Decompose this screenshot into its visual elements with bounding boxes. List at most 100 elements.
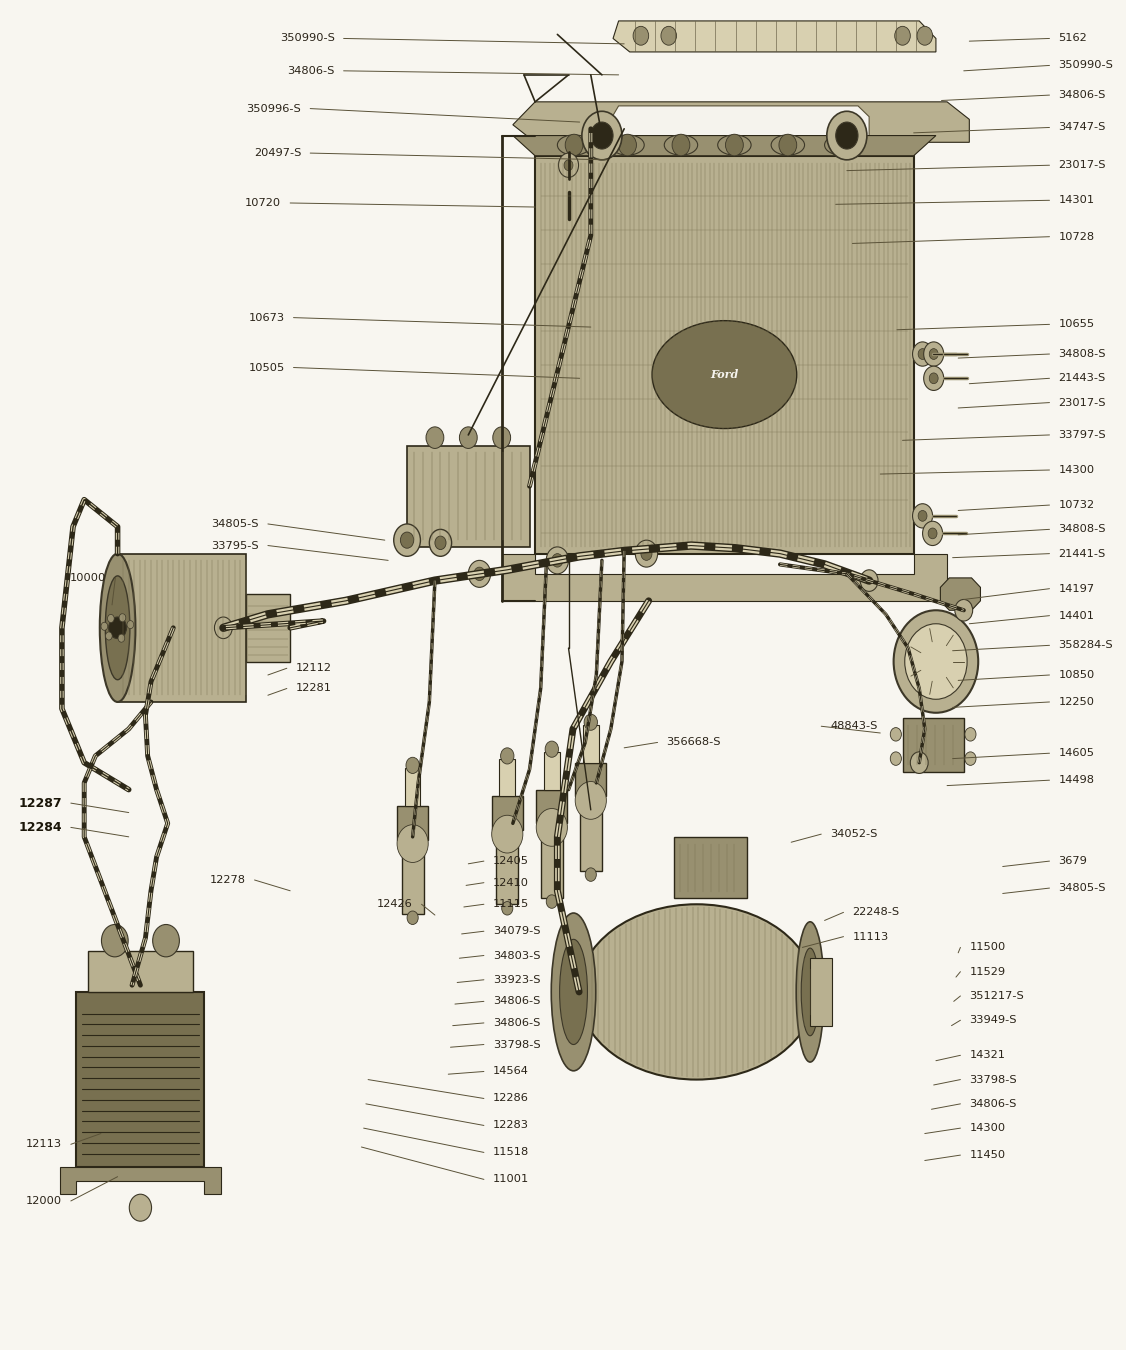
Text: 34806-S: 34806-S (493, 1018, 540, 1027)
Circle shape (923, 366, 944, 390)
Circle shape (557, 151, 580, 178)
Circle shape (106, 632, 113, 640)
Circle shape (918, 348, 927, 359)
Circle shape (835, 122, 858, 148)
Circle shape (459, 427, 477, 448)
Text: 34808-S: 34808-S (1058, 524, 1106, 535)
Text: 350990-S: 350990-S (1058, 61, 1114, 70)
Text: 10655: 10655 (1058, 320, 1094, 329)
Bar (397, 806, 428, 840)
Circle shape (426, 427, 444, 448)
Circle shape (501, 748, 513, 764)
Polygon shape (940, 578, 981, 610)
Text: 33923-S: 33923-S (493, 975, 540, 984)
Bar (903, 718, 964, 772)
Text: 14498: 14498 (1058, 775, 1094, 786)
Circle shape (118, 634, 125, 643)
Circle shape (468, 560, 491, 587)
Text: 14197: 14197 (1058, 583, 1094, 594)
Polygon shape (502, 554, 947, 601)
Bar (544, 752, 560, 790)
Circle shape (546, 547, 569, 574)
Circle shape (779, 134, 797, 155)
Bar (77, 992, 205, 1168)
Circle shape (891, 728, 902, 741)
Circle shape (127, 621, 134, 629)
Text: Ford: Ford (711, 369, 739, 381)
Circle shape (435, 536, 446, 549)
Text: 33795-S: 33795-S (212, 540, 259, 551)
Polygon shape (512, 101, 969, 142)
Polygon shape (60, 1168, 221, 1195)
Text: 10673: 10673 (249, 313, 285, 323)
Bar (117, 554, 245, 702)
Circle shape (905, 624, 967, 699)
Text: 12112: 12112 (296, 663, 332, 674)
Ellipse shape (100, 554, 135, 702)
Circle shape (492, 815, 522, 853)
Ellipse shape (552, 913, 596, 1071)
Text: 33797-S: 33797-S (1058, 429, 1106, 440)
Text: 351217-S: 351217-S (969, 991, 1024, 1000)
Circle shape (661, 26, 677, 45)
Circle shape (591, 122, 613, 148)
Bar (500, 759, 515, 796)
Circle shape (923, 342, 944, 366)
Text: 12000: 12000 (26, 1196, 62, 1206)
Text: 48843-S: 48843-S (830, 721, 877, 732)
Text: 12113: 12113 (26, 1139, 62, 1149)
Bar (580, 783, 602, 871)
Bar (583, 725, 599, 763)
Circle shape (929, 348, 938, 359)
Text: 23017-S: 23017-S (1058, 161, 1106, 170)
Ellipse shape (796, 922, 824, 1062)
Polygon shape (613, 20, 936, 51)
Text: 20497-S: 20497-S (254, 148, 302, 158)
Text: 5162: 5162 (1058, 34, 1087, 43)
Circle shape (545, 741, 558, 757)
Circle shape (965, 752, 976, 765)
Circle shape (826, 111, 867, 159)
Circle shape (502, 902, 512, 915)
Text: 21443-S: 21443-S (1058, 374, 1106, 383)
Circle shape (552, 554, 563, 567)
Text: 12250: 12250 (1058, 697, 1094, 707)
Text: 11115: 11115 (493, 899, 529, 910)
Text: 12405: 12405 (493, 856, 529, 867)
Text: 34803-S: 34803-S (493, 950, 540, 960)
Text: 10732: 10732 (1058, 500, 1094, 510)
Ellipse shape (717, 135, 751, 155)
Text: 34747-S: 34747-S (1058, 123, 1106, 132)
Circle shape (558, 153, 579, 177)
Text: 34806-S: 34806-S (1058, 90, 1106, 100)
Circle shape (563, 158, 574, 171)
Text: 12287: 12287 (18, 796, 62, 810)
Text: 14301: 14301 (1058, 196, 1094, 205)
Ellipse shape (557, 135, 591, 155)
Circle shape (635, 540, 658, 567)
Text: 34052-S: 34052-S (830, 829, 877, 840)
Circle shape (408, 911, 418, 925)
Text: 350996-S: 350996-S (247, 104, 302, 113)
Circle shape (406, 757, 419, 774)
Text: 22248-S: 22248-S (852, 907, 900, 918)
Ellipse shape (652, 321, 797, 428)
Circle shape (101, 622, 108, 630)
Circle shape (564, 159, 573, 170)
Ellipse shape (802, 948, 819, 1035)
Circle shape (565, 134, 583, 155)
Bar (536, 790, 568, 824)
Circle shape (633, 26, 649, 45)
Circle shape (955, 599, 973, 621)
Bar (245, 594, 291, 662)
Bar (405, 768, 420, 806)
Bar (535, 155, 913, 554)
Text: 3679: 3679 (1058, 856, 1088, 867)
Circle shape (912, 504, 932, 528)
Ellipse shape (664, 135, 698, 155)
Text: 12281: 12281 (296, 683, 332, 694)
Text: 358284-S: 358284-S (1058, 640, 1112, 651)
Polygon shape (608, 105, 869, 138)
Text: 12283: 12283 (493, 1120, 529, 1130)
Bar (408, 446, 529, 547)
